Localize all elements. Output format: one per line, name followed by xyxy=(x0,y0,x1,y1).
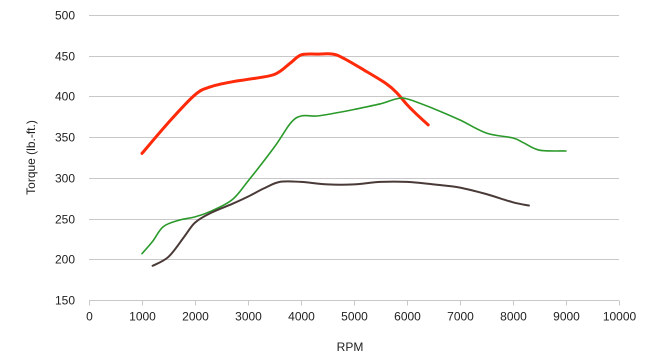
series-line-red xyxy=(140,52,430,155)
x-tick-label: 2000 xyxy=(182,310,209,324)
x-tick-label: 5000 xyxy=(341,310,368,324)
gridlines xyxy=(89,15,619,260)
x-axis-title: RPM xyxy=(337,340,364,354)
y-tick-label: 250 xyxy=(55,213,75,227)
y-axis-title: Torque (lb.-ft.) xyxy=(24,120,38,195)
x-tick-label: 9000 xyxy=(553,310,580,324)
series-lines xyxy=(140,52,567,267)
x-tick-label: 1000 xyxy=(129,310,156,324)
y-tick-label: 450 xyxy=(55,50,75,64)
x-tick-label: 0 xyxy=(86,310,93,324)
y-tick-label: 500 xyxy=(55,9,75,23)
y-tick-label: 400 xyxy=(55,90,75,104)
y-tick-label: 350 xyxy=(55,131,75,145)
y-tick-label: 150 xyxy=(55,294,75,308)
x-tick-label: 6000 xyxy=(394,310,421,324)
x-tick-label: 8000 xyxy=(500,310,527,324)
axes xyxy=(89,300,620,306)
x-tick-label: 7000 xyxy=(447,310,474,324)
series-line-green xyxy=(141,97,567,255)
y-tick-label: 200 xyxy=(55,253,75,267)
x-tick-label: 3000 xyxy=(235,310,262,324)
series-line-brown xyxy=(151,180,530,267)
x-tick-label: 4000 xyxy=(288,310,315,324)
y-tick-label: 300 xyxy=(55,172,75,186)
x-tick-label: 10000 xyxy=(603,310,637,324)
